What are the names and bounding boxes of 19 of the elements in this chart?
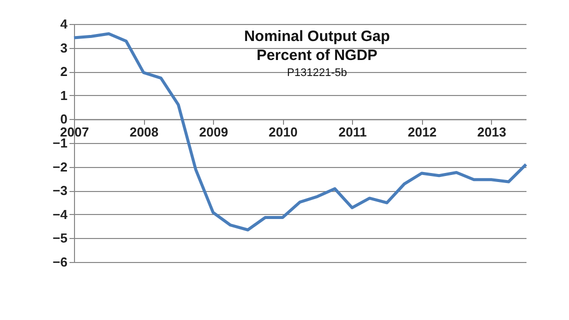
annotation: P131221-5b bbox=[287, 67, 347, 79]
x-tick-label: 2011 bbox=[338, 124, 367, 140]
y-tick-label: −2 bbox=[52, 159, 68, 174]
y-tick-label: −5 bbox=[52, 230, 68, 246]
y-tick-label: −6 bbox=[52, 254, 68, 270]
x-tick-label: 2009 bbox=[199, 124, 228, 140]
x-tick-label: 2012 bbox=[408, 124, 437, 140]
x-tick-label: 2008 bbox=[130, 124, 158, 140]
y-tick-label: 0 bbox=[60, 112, 68, 127]
chart-title: Nominal Output Gap bbox=[244, 28, 390, 45]
y-tick-label: 3 bbox=[60, 40, 68, 56]
x-tick-label: 2010 bbox=[268, 124, 298, 140]
text: Percent of NGDP bbox=[256, 47, 378, 64]
y-tick-label: −3 bbox=[52, 183, 68, 198]
y-tick-label: −4 bbox=[52, 206, 68, 222]
x-tick-label: 2013 bbox=[477, 124, 506, 140]
y-tick-label: 2 bbox=[60, 64, 68, 80]
y-tick-label: 4 bbox=[60, 16, 68, 32]
y-tick-label: 1 bbox=[60, 88, 68, 103]
